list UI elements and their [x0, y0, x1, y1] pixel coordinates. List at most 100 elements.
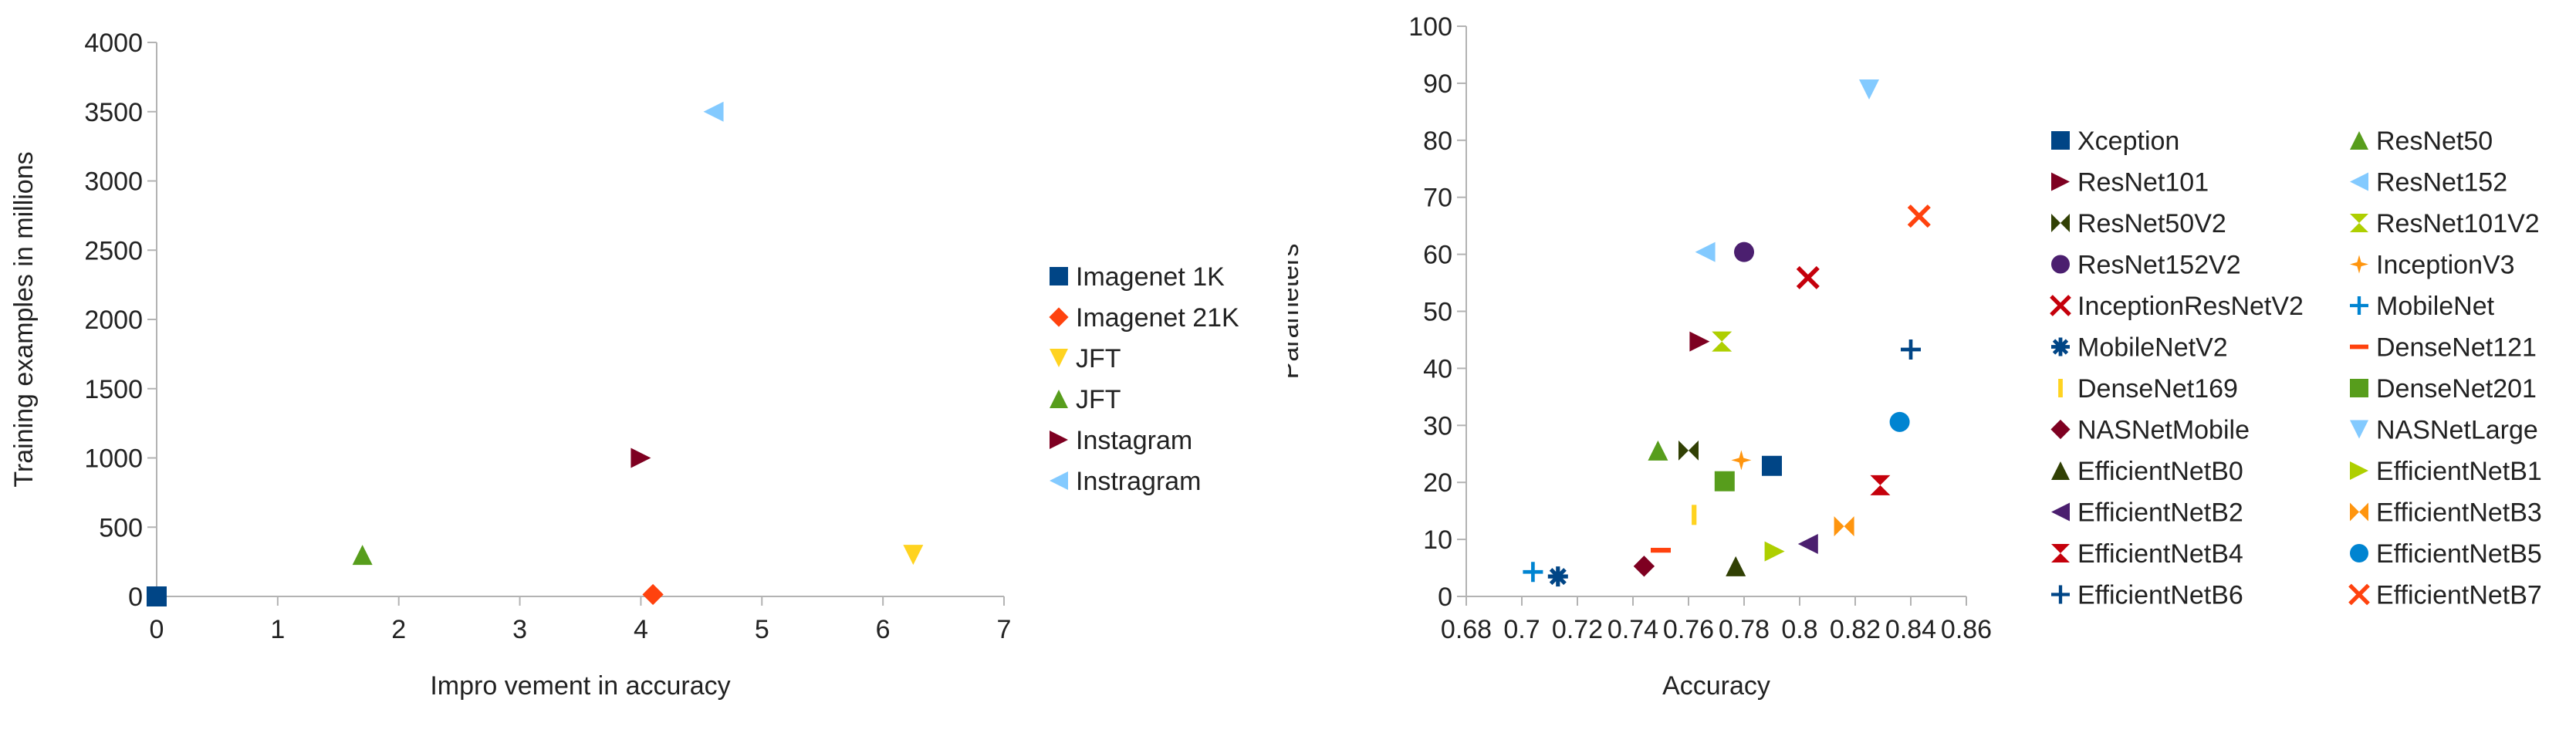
chart1-legend-marker-jft	[1050, 390, 1068, 408]
chart2-legend-marker-efficientnetb4	[2051, 544, 2070, 562]
chart2-point-nasnetlarge	[1859, 79, 1879, 100]
chart2-point-resnet50	[1648, 440, 1668, 461]
chart2-legend-marker-efficientnetb7	[2348, 583, 2370, 606]
chart2-legend-marker-densenet201	[2350, 379, 2368, 397]
chart2-y-tick-label: 20	[1423, 468, 1452, 498]
chart2-point-resnet152v2	[1734, 242, 1754, 262]
chart2-legend-marker-inceptionresnetv2	[2050, 295, 2071, 316]
chart2-y-tick-label: 70	[1423, 184, 1452, 213]
chart2-point-mobilenetv2	[1547, 566, 1568, 587]
chart2-y-tick-label: 90	[1423, 69, 1452, 99]
chart2-point-densenet201	[1714, 471, 1735, 491]
chart2-point-efficientnetb1	[1764, 541, 1785, 562]
chart2-y-tick-label: 0	[1438, 583, 1452, 612]
chart2-legend-label-resnet101v2: ResNet101V2	[2376, 209, 2540, 238]
chart2-legend-label-efficientnetb1: EfficientNetB1	[2376, 457, 2542, 486]
chart2-legend-marker-mobilenet	[2350, 296, 2368, 315]
chart2-point-efficientnetb6	[1901, 339, 1921, 360]
chart1-x-tick-label: 2	[391, 615, 406, 644]
chart2-series-efficientnetb5	[1889, 411, 1910, 432]
chart2-x-tick-label: 0.76	[1663, 615, 1714, 644]
chart2-x-tick-label: 0.68	[1441, 615, 1492, 644]
chart2-legend-label-efficientnetb6: EfficientNetB6	[2077, 581, 2243, 610]
chart2-series-resnet50	[1648, 440, 1668, 461]
chart2-legend-label-efficientnetb0: EfficientNetB0	[2077, 457, 2243, 486]
chart1-point-instagram	[630, 448, 651, 468]
chart2-series-mobilenetv2	[1547, 566, 1568, 587]
chart2-point-resnet152	[1695, 242, 1716, 262]
chart2-y-tick-label: 100	[1408, 12, 1452, 42]
chart1-point-imagenet-21k	[642, 583, 664, 606]
chart2-legend-label-nasnetmobile: NASNetMobile	[2077, 416, 2250, 445]
chart2-point-efficientnetb2	[1797, 534, 1818, 555]
chart1-y-tick-label: 2000	[84, 306, 143, 335]
chart2-series-mobilenet	[1523, 562, 1543, 583]
chart2-legend-marker-inceptionv3	[2350, 255, 2368, 274]
chart2-legend-label-mobilenetv2: MobileNetV2	[2077, 333, 2228, 363]
chart1-legend-label-imagenet-21k: Imagenet 21K	[1076, 303, 1239, 333]
chart2-y-tick-label: 40	[1423, 354, 1452, 383]
chart2-legend-marker-efficientnetb5	[2350, 544, 2368, 562]
chart2-legend-label-resnet152: ResNet152	[2376, 168, 2507, 198]
chart2-series-densenet201	[1714, 471, 1735, 491]
chart2-point-efficientnetb3	[1834, 516, 1854, 537]
chart2-x-tick-label: 0.78	[1719, 615, 1770, 644]
chart2-point-efficientnetb7	[1907, 204, 1931, 228]
chart1-point-jft	[903, 545, 924, 566]
chart1-x-tick-label: 4	[634, 615, 648, 644]
chart2-point-nasnetmobile	[1633, 556, 1655, 577]
chart2-point-inceptionv3	[1731, 450, 1752, 471]
chart1-x-tick-label: 6	[876, 615, 891, 644]
chart2-legend-label-inceptionresnetv2: InceptionResNetV2	[2077, 292, 2304, 321]
chart2-legend-label-nasnetlarge: NASNetLarge	[2376, 416, 2538, 445]
chart2-series-efficientnetb4	[1870, 475, 1891, 495]
chart1-y-tick-label: 3500	[84, 98, 143, 127]
chart2-point-resnet50v2	[1678, 440, 1699, 461]
chart1-x-tick-label: 3	[512, 615, 527, 644]
chart2-point-densenet169	[1692, 505, 1697, 525]
chart2-series-efficientnetb7	[1907, 204, 1931, 228]
chart2-series-densenet169	[1692, 505, 1697, 525]
chart2-x-tick-label: 0.8	[1781, 615, 1817, 644]
chart2-legend-label-efficientnetb2: EfficientNetB2	[2077, 498, 2243, 528]
chart2-point-xception	[1762, 455, 1782, 476]
chart2-legend-label-efficientnetb3: EfficientNetB3	[2376, 498, 2542, 528]
chart2-series-resnet101	[1689, 331, 1710, 352]
chart2-series-resnet152v2	[1734, 242, 1754, 262]
chart2-series-resnet101v2	[1712, 331, 1733, 352]
chart2-series-densenet121	[1651, 548, 1671, 553]
chart2-legend-marker-efficientnetb1	[2350, 461, 2368, 480]
chart2-legend-label-resnet101: ResNet101	[2077, 168, 2209, 198]
chart2-legend-marker-resnet152	[2350, 172, 2368, 191]
chart2-legend-label-efficientnetb5: EfficientNetB5	[2376, 539, 2542, 569]
chart2-legend-label-mobilenet: MobileNet	[2376, 292, 2495, 321]
chart1-series-jft	[903, 545, 924, 566]
chart2-point-inceptionresnetv2	[1796, 265, 1820, 289]
chart1-legend-label-instragram: Instragram	[1076, 467, 1202, 496]
chart1-legend-marker-instragram	[1050, 471, 1068, 490]
chart2-series-nasnetlarge	[1859, 79, 1879, 100]
chart2-point-resnet101	[1689, 331, 1710, 352]
chart1-point-imagenet-1k	[147, 586, 167, 606]
chart2-legend-marker-xception	[2051, 131, 2070, 150]
chart2-legend-marker-efficientnetb6	[2051, 585, 2070, 604]
chart2-series-inceptionv3	[1731, 450, 1752, 471]
chart2-point-mobilenet	[1523, 562, 1543, 583]
chart2-legend-marker-nasnetlarge	[2350, 420, 2368, 439]
chart1-legend-marker-imagenet-1k	[1050, 267, 1068, 285]
chart2-x-tick-label: 0.86	[1941, 615, 1992, 644]
chart1-series-imagenet-21k	[642, 583, 664, 606]
chart1-legend: Imagenet 1K Imagenet 21K JFT JFT Instagram In…	[1049, 262, 1239, 496]
chart2-series-nasnetmobile	[1633, 556, 1655, 577]
chart2-legend-marker-densenet169	[2058, 379, 2063, 397]
chart2-point-efficientnetb0	[1726, 556, 1746, 576]
chart2-legend: Xception ResNet50 ResNet101 ResNet152 ResNet…	[2050, 127, 2542, 610]
chart2-series-inceptionresnetv2	[1796, 265, 1820, 289]
chart2-legend-marker-resnet50v2	[2051, 214, 2070, 232]
chart1-x-tick-label: 1	[270, 615, 285, 644]
chart1-y-axis-label: Training examples in millions	[9, 151, 39, 487]
chart2-x-tick-label: 0.7	[1503, 615, 1540, 644]
chart2-legend-marker-mobilenetv2	[2051, 337, 2070, 356]
chart1-legend-label-jft: JFT	[1076, 344, 1121, 373]
